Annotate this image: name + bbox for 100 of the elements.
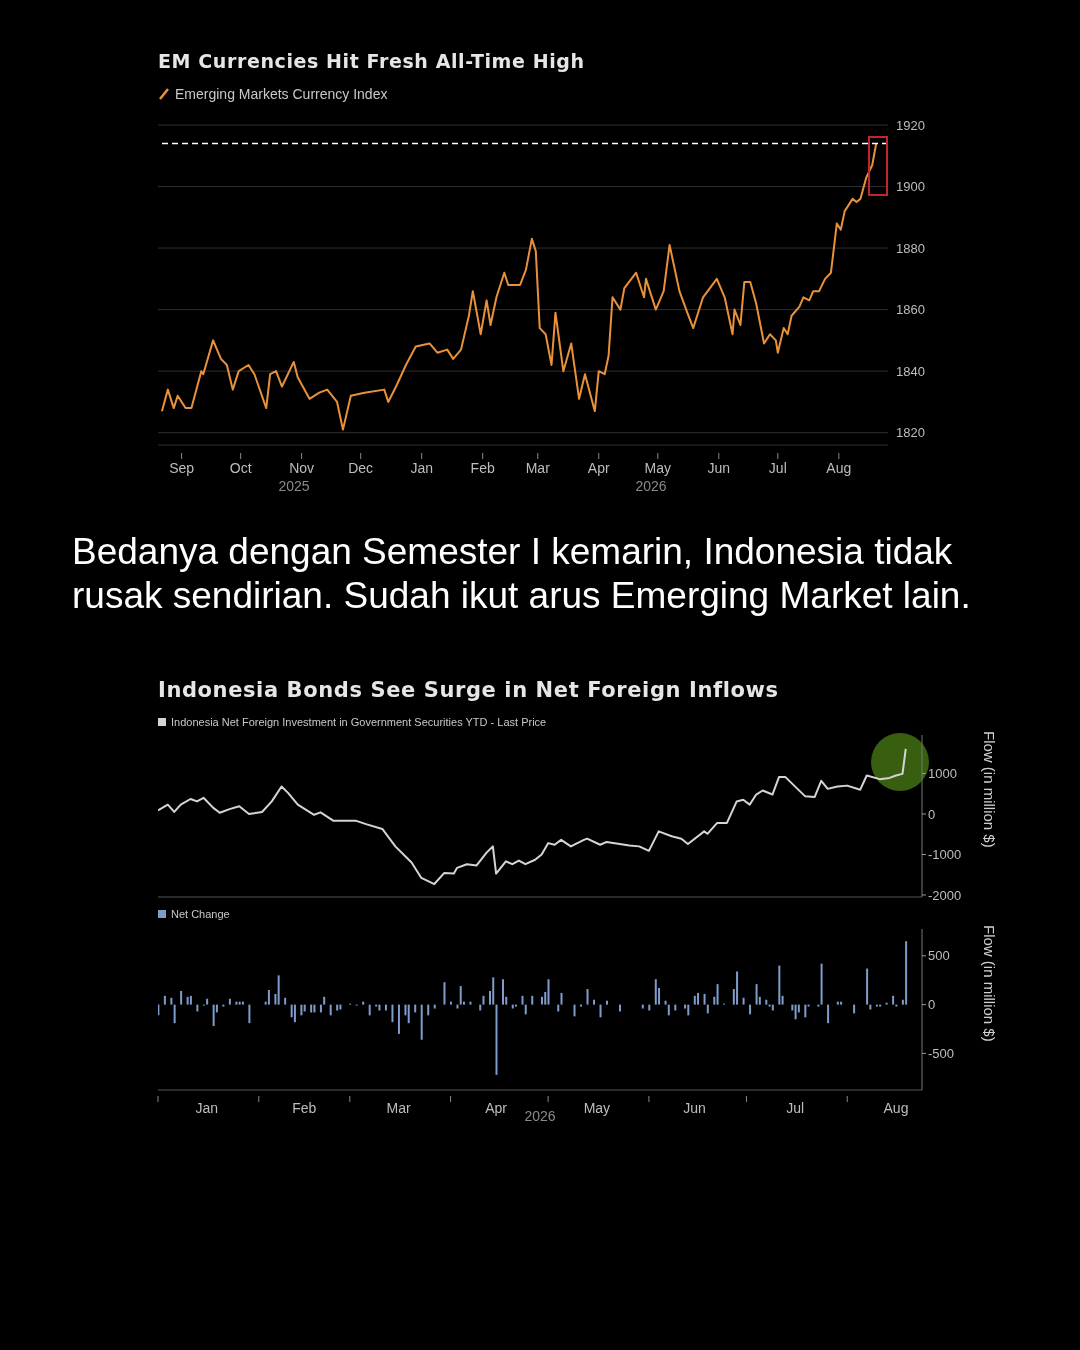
bar: [469, 1001, 472, 1005]
y-tick-label: 0: [928, 997, 936, 1013]
x-tick-label: Mar: [525, 460, 551, 476]
bar: [501, 979, 504, 1005]
y-tick-label: 500: [928, 948, 950, 964]
x-tick-label: Feb: [292, 1100, 317, 1116]
bar: [547, 979, 550, 1005]
bar: [892, 995, 895, 1005]
bar: [397, 1004, 400, 1034]
bar: [482, 995, 485, 1005]
y-axis-title: Flow (in million $): [980, 925, 998, 1044]
x-tick-label: Jun: [683, 1100, 706, 1116]
bar: [866, 968, 869, 1005]
bar: [599, 1004, 602, 1018]
bar: [449, 1001, 452, 1005]
x-tick-label: Feb: [470, 460, 495, 476]
bar: [541, 996, 543, 1005]
bar: [492, 977, 495, 1005]
bar: [173, 1004, 176, 1024]
x-tick-label: Oct: [229, 460, 252, 476]
bar: [300, 1004, 303, 1016]
text: Bedanya dengan Semester I kemarin, Indonesia tidak rusak sendirian. Sudah ikut arus Emerging Market lain.: [72, 530, 972, 619]
y-tick-label: 1880: [896, 240, 925, 256]
bar: [456, 1004, 459, 1009]
x-tick-label: Dec: [348, 460, 374, 476]
bar: [820, 963, 823, 1005]
bar: [290, 1004, 293, 1018]
text: 2025: [277, 478, 311, 494]
bar: [593, 999, 596, 1005]
line-series: [160, 142, 878, 431]
bar: [560, 992, 563, 1005]
bar: [323, 996, 326, 1005]
bar: [654, 979, 657, 1005]
y-tick-label: 0: [928, 806, 936, 822]
bar: [362, 1001, 365, 1005]
bar: [641, 1004, 644, 1009]
bar: [697, 992, 700, 1005]
bar: [742, 997, 745, 1005]
bar: [511, 1004, 514, 1009]
y-tick-label: 1900: [896, 179, 925, 195]
bar: [404, 1004, 407, 1016]
y-tick-label: 1860: [896, 302, 925, 318]
x-tick-label: Aug: [826, 460, 852, 476]
x-tick-label: Jan: [410, 460, 433, 476]
y-tick-label: -2000: [928, 887, 962, 903]
y-tick-label: 1920: [896, 117, 925, 133]
y-tick-label: 1820: [896, 425, 925, 441]
bar: [427, 1004, 430, 1016]
bar: [459, 986, 462, 1005]
bar: [433, 1004, 436, 1009]
text: 2026: [634, 478, 668, 494]
x-tick-label: Mar: [386, 1100, 411, 1116]
y-tick-label: -1000: [928, 847, 962, 863]
x-tick-label: Jan: [195, 1100, 219, 1116]
bar: [163, 995, 166, 1005]
bar: [521, 995, 524, 1005]
bar: [664, 1000, 667, 1005]
x-tick-label: Jun: [707, 460, 731, 476]
bar: [241, 1001, 244, 1005]
bar: [284, 997, 287, 1005]
bar: [544, 991, 547, 1005]
bar: [667, 1004, 670, 1016]
bar: [869, 1004, 872, 1010]
line-series: [158, 747, 907, 886]
bar: [391, 1004, 394, 1023]
x-tick-label: Nov: [289, 460, 315, 476]
bar: [407, 1004, 410, 1024]
bar: [804, 1004, 807, 1018]
bar: [420, 1004, 423, 1040]
bar: [277, 975, 280, 1005]
legend-label: Emerging Markets Currency Index: [175, 86, 388, 102]
bar: [755, 984, 758, 1005]
bar: [606, 1000, 609, 1005]
bar: [186, 996, 189, 1005]
bar: [781, 995, 784, 1005]
bar: [794, 1004, 797, 1020]
bar: [836, 1001, 839, 1005]
y-tick-label: -500: [928, 1046, 955, 1062]
bar: [329, 1004, 332, 1016]
bar: [170, 997, 173, 1005]
x-tick-label: May: [644, 460, 672, 476]
bar: [749, 1004, 752, 1015]
bar: [238, 1001, 241, 1005]
y-tick-label: 1840: [896, 363, 925, 379]
bar: [368, 1004, 371, 1016]
x-tick-label: Jul: [768, 460, 787, 476]
x-tick-label: Sep: [169, 460, 195, 476]
bar: [248, 1004, 251, 1024]
bar: [573, 1004, 576, 1017]
x-tick-label: Aug: [883, 1100, 909, 1116]
bar: [716, 984, 719, 1005]
bar: [765, 999, 768, 1005]
x-tick-label: Jul: [786, 1100, 805, 1116]
x-tick-label: Apr: [587, 460, 610, 476]
bar: [736, 971, 739, 1005]
bar: [687, 1004, 690, 1016]
bar: [713, 996, 716, 1005]
chart-title: Indonesia Bonds See Surge in Net Foreign Inflows: [158, 678, 779, 702]
bar: [443, 982, 446, 1005]
legend-label: Net Change: [171, 908, 230, 920]
